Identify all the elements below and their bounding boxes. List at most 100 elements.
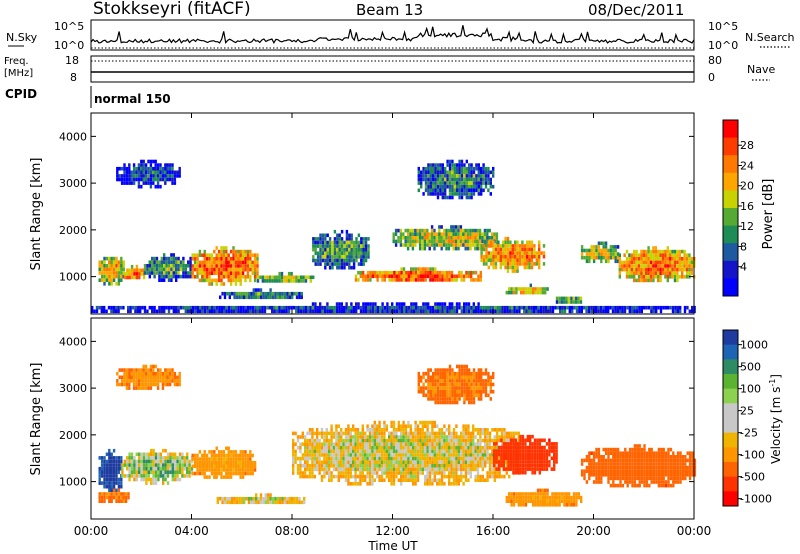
heat-cell	[470, 163, 473, 167]
heat-cell	[450, 435, 453, 439]
heat-cell	[448, 438, 451, 443]
heat-cell	[541, 495, 544, 500]
heat-cell	[431, 442, 434, 446]
heat-cell	[157, 452, 160, 457]
heat-cell	[324, 240, 327, 245]
heat-cell	[434, 270, 437, 275]
heat-cell	[217, 453, 221, 458]
heat-cell	[314, 305, 317, 310]
heat-cell	[424, 456, 427, 461]
heat-cell	[414, 474, 417, 479]
heat-cell	[600, 469, 603, 473]
heat-cell	[325, 438, 328, 443]
heat-cell	[519, 434, 522, 439]
heat-cell	[283, 309, 286, 314]
heat-cell	[558, 499, 561, 503]
heat-cell	[323, 446, 326, 450]
heat-cell	[132, 177, 136, 182]
heat-cell	[510, 492, 513, 496]
heat-cell	[529, 456, 532, 461]
heat-cell	[388, 460, 391, 464]
heat-cell	[172, 271, 175, 275]
heat-cell	[110, 466, 113, 471]
heat-cell	[450, 449, 453, 454]
heat-cell	[149, 184, 153, 189]
heat-cell	[325, 456, 328, 461]
heat-cell	[251, 464, 254, 469]
heat-cell	[492, 262, 495, 266]
heat-cell	[614, 248, 617, 253]
heat-cell	[438, 460, 441, 464]
heat-cell	[428, 482, 432, 486]
heat-cell	[412, 464, 415, 468]
heat-cell	[364, 258, 368, 263]
heat-cell	[169, 456, 172, 460]
heat-cell	[238, 496, 241, 501]
heat-cell	[152, 448, 155, 453]
heat-cell	[373, 456, 376, 461]
heat-cell	[249, 249, 252, 254]
heat-cell	[412, 270, 415, 275]
heat-cell	[145, 474, 148, 478]
heat-cell	[355, 258, 358, 263]
heat-cell	[308, 464, 312, 468]
heat-cell	[590, 305, 593, 310]
heat-cell	[547, 305, 550, 310]
heat-cell	[456, 170, 459, 175]
heat-cell	[440, 467, 444, 472]
heat-cell	[507, 452, 510, 457]
heat-cell	[249, 471, 252, 476]
heat-cell	[313, 446, 316, 450]
heat-cell	[443, 431, 446, 436]
heat-cell	[400, 453, 403, 457]
heat-cell	[220, 267, 223, 272]
heat-cell	[138, 466, 141, 471]
heat-cell	[530, 265, 534, 270]
heat-cell	[364, 274, 367, 279]
heat-cell	[225, 475, 228, 479]
heat-cell	[187, 260, 190, 264]
heat-cell	[279, 496, 282, 501]
heat-cell	[390, 453, 393, 457]
heat-cell	[523, 309, 526, 314]
heat-cell	[452, 471, 456, 475]
heat-cell	[420, 177, 423, 182]
heat-cell	[296, 438, 300, 443]
heat-cell	[176, 174, 179, 178]
heat-cell	[184, 309, 187, 314]
heat-cell	[404, 243, 407, 247]
heat-cell	[313, 456, 316, 461]
heat-cell	[208, 464, 211, 469]
heat-cell	[373, 467, 376, 472]
heat-cell	[304, 464, 307, 468]
heat-cell	[538, 467, 541, 471]
heat-cell	[427, 309, 430, 314]
heat-cell	[491, 456, 494, 461]
heat-cell	[455, 424, 458, 428]
heat-cell	[409, 228, 412, 233]
heat-cell	[458, 163, 461, 167]
heat-cell	[300, 279, 303, 283]
heat-cell	[434, 267, 437, 271]
heat-cell	[220, 275, 223, 279]
heat-cell	[331, 251, 334, 256]
heat-cell	[269, 291, 272, 296]
heat-cell	[112, 470, 116, 475]
heat-cell	[381, 278, 384, 282]
heat-cell	[273, 309, 276, 314]
heat-cell	[436, 449, 439, 454]
heat-cell	[128, 170, 131, 175]
heat-cell	[659, 305, 663, 310]
heat-cell	[500, 442, 504, 446]
heat-cell	[168, 170, 172, 175]
heat-cell	[133, 470, 136, 475]
heat-cell	[438, 471, 441, 475]
heat-cell	[166, 459, 170, 464]
heat-cell	[429, 192, 432, 196]
heat-cell	[497, 251, 500, 255]
heat-cell	[419, 274, 422, 279]
heat-cell	[654, 275, 657, 279]
heat-cell	[431, 456, 434, 461]
heat-cell	[234, 282, 238, 286]
heat-cell	[565, 492, 568, 496]
